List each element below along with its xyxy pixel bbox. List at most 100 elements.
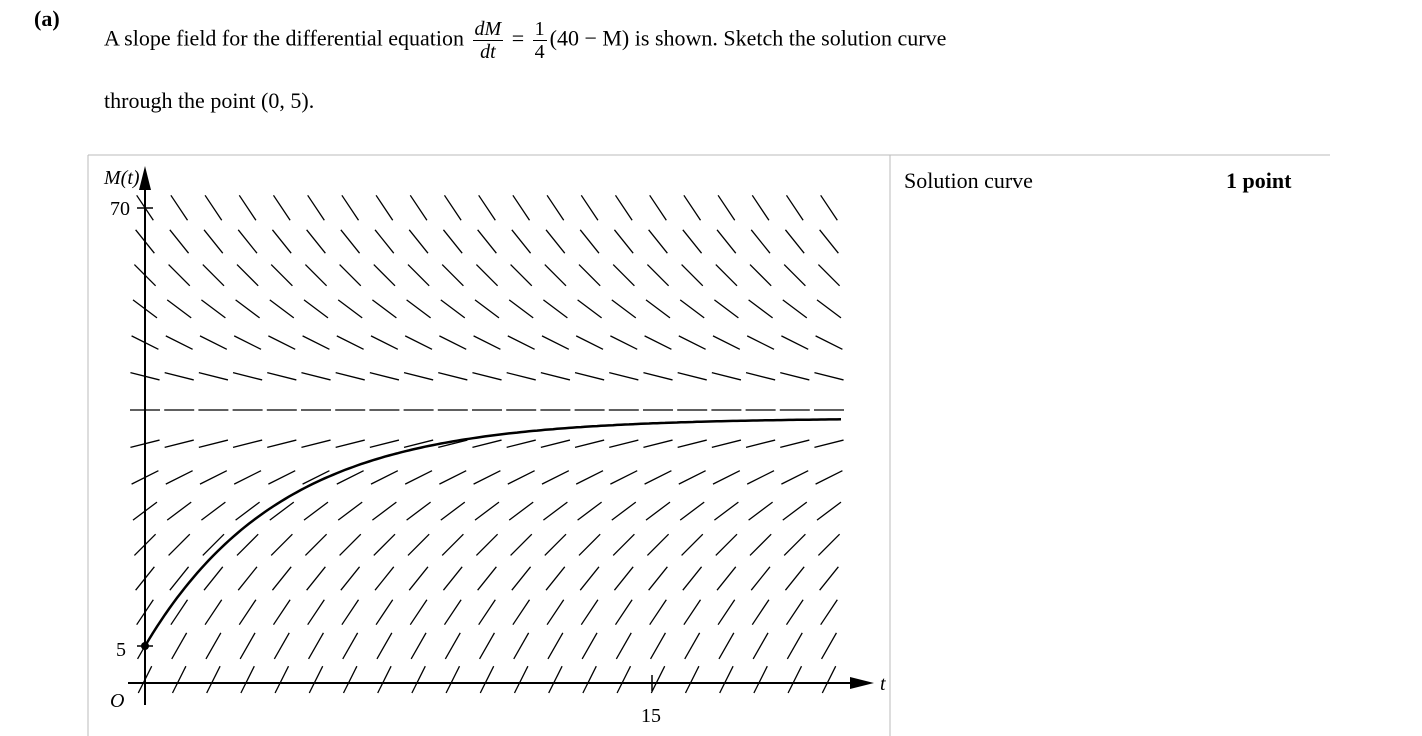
slope-segment: [406, 299, 431, 319]
slope-segment: [820, 599, 838, 626]
slope-segment: [441, 533, 464, 556]
slope-segment: [341, 194, 360, 221]
slope-segment: [478, 632, 496, 660]
slope-segment: [513, 665, 529, 694]
slope-segment: [815, 470, 843, 485]
criterion: Solution curve: [904, 168, 1033, 193]
slope-segment: [201, 501, 226, 521]
slope-segment: [614, 194, 633, 221]
slope-segment: [202, 264, 225, 287]
slope-segment: [403, 372, 434, 381]
slope-segment: [376, 632, 393, 660]
slope-segment: [817, 533, 841, 556]
slope-segment: [783, 264, 806, 287]
slope-segment: [581, 632, 598, 660]
slope-segment: [204, 194, 223, 221]
slope-segment: [478, 194, 496, 221]
numerator: dM: [472, 18, 504, 41]
slope-segment: [240, 665, 255, 694]
slope-segment: [409, 599, 428, 626]
slope-segment: [684, 632, 701, 660]
slope-segment: [681, 533, 704, 556]
slope-segment: [510, 533, 533, 556]
slope-segment: [445, 665, 461, 694]
slope-segment: [273, 632, 290, 660]
slope-segment: [614, 599, 633, 626]
slope-segment: [269, 501, 295, 521]
slope-segment: [540, 439, 571, 448]
slope-segment: [544, 533, 567, 556]
slope-segment: [714, 299, 739, 319]
origin-label: O: [110, 690, 124, 712]
slope-segment: [545, 229, 566, 254]
slope-segment: [168, 533, 191, 556]
slope-segment: [131, 335, 159, 350]
slope-segment: [683, 599, 702, 626]
slope-segment: [682, 229, 703, 254]
slope-segment: [477, 566, 497, 591]
slope-segment: [745, 372, 776, 381]
slope-segment: [375, 599, 394, 626]
slope-segment: [782, 501, 808, 521]
slope-segment: [272, 599, 291, 626]
slope-segment: [787, 665, 803, 694]
slope-segment: [785, 599, 804, 626]
slope-segment: [746, 470, 775, 485]
slope-segment: [165, 335, 193, 350]
slope-segment: [335, 372, 365, 381]
slope-segment: [650, 665, 666, 694]
slope-segment: [715, 264, 738, 287]
slope-segment: [649, 194, 667, 221]
slope-segment: [613, 566, 634, 591]
slope-segment: [373, 533, 396, 556]
slope-segment: [441, 264, 464, 287]
x-tick-label: 15: [641, 705, 661, 727]
slope-segment: [613, 229, 634, 254]
slope-segment: [679, 299, 705, 319]
slope-segment: [718, 632, 735, 660]
slope-segment: [643, 372, 673, 381]
slope-segment: [235, 501, 260, 521]
prompt-text: .: [308, 88, 315, 113]
slope-segment: [408, 566, 429, 591]
slope-segment: [507, 335, 535, 350]
slope-segment: [272, 194, 291, 221]
arrowhead: [139, 166, 151, 190]
slope-segment: [130, 439, 160, 448]
slope-segment: [165, 470, 193, 485]
slope-segment: [171, 632, 188, 660]
slope-segment: [511, 229, 532, 254]
slope-segment: [717, 599, 736, 626]
part-label: (a): [34, 6, 60, 31]
slope-segment: [474, 501, 500, 521]
slope-segment: [715, 533, 738, 556]
slope-segment: [745, 439, 776, 448]
slope-segment: [304, 533, 328, 556]
slope-segment: [684, 665, 700, 694]
points: 1 point: [1226, 168, 1292, 193]
slope-segment: [510, 264, 533, 287]
slope-segment: [169, 229, 190, 254]
slope-segment: [543, 501, 568, 521]
slope-segment: [547, 632, 564, 660]
slope-segment: [575, 335, 604, 350]
slope-segment: [377, 665, 392, 694]
slope-segment: [308, 665, 324, 694]
slope-segment: [410, 632, 427, 660]
slope-segment: [580, 194, 599, 221]
prompt-line2: through the point (0, 5).: [104, 88, 314, 114]
slope-segment: [783, 533, 806, 556]
slope-segment: [206, 665, 221, 694]
slope-segment: [546, 194, 565, 221]
slope-segment: [579, 229, 600, 254]
slope-segment: [541, 470, 570, 485]
fraction: dM dt: [472, 18, 504, 63]
slope-segment: [749, 264, 772, 287]
slope-segment: [237, 229, 258, 254]
slope-segment: [512, 194, 531, 221]
slope-segment: [306, 566, 326, 591]
slope-segment: [543, 299, 568, 319]
slope-segment: [302, 335, 330, 350]
slope-segment: [683, 194, 702, 221]
